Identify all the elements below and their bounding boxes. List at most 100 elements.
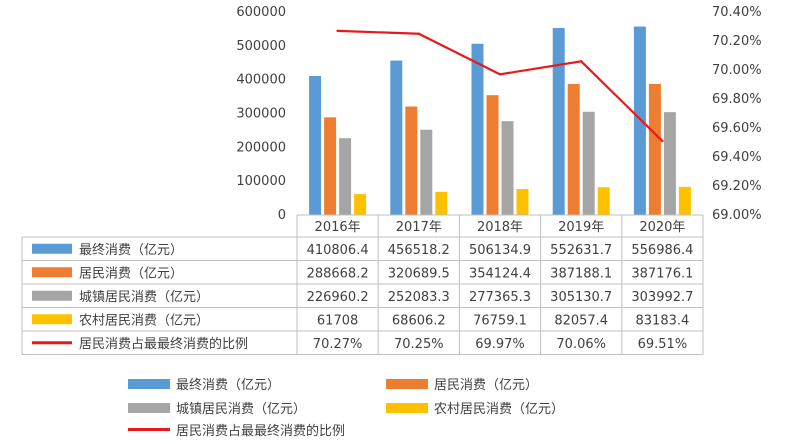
data-label: 410806.4 <box>307 243 369 258</box>
bar <box>405 106 418 215</box>
x-tick-label: 2020年 <box>639 220 685 235</box>
legend-swatch <box>386 378 428 389</box>
data-label: 303992.7 <box>631 290 693 305</box>
y-right-tick-label: 70.00% <box>712 63 762 78</box>
y-left-tick-label: 0 <box>278 208 286 223</box>
data-label: 387188.1 <box>550 266 612 281</box>
y-right-axis: 69.00% 69.20% 69.40% 69.60% 69.80% 70.00% 70.2… <box>712 5 762 223</box>
legend-label: 居民消费占最最终消费的比例 <box>176 424 346 439</box>
legend-label: 农村居民消费（亿元） <box>434 402 565 417</box>
data-label: 68606.2 <box>392 313 446 328</box>
y-right-tick-label: 69.80% <box>712 92 762 107</box>
y-left-tick-label: 600000 <box>236 5 286 20</box>
y-left-tick-label: 400000 <box>236 73 286 88</box>
data-label: 252083.3 <box>388 290 450 305</box>
line-point <box>580 60 583 63</box>
table-row-label: 最终消费（亿元） <box>79 242 183 258</box>
line-point <box>336 29 339 33</box>
data-label: 82057.4 <box>554 313 608 328</box>
y-right-tick-label: 70.20% <box>712 34 762 49</box>
data-label: 556986.4 <box>631 243 693 258</box>
data-label: 70.06% <box>556 337 606 352</box>
x-tick-label: 2019年 <box>558 220 604 235</box>
legend-label: 城镇居民消费（亿元） <box>176 402 307 417</box>
line-point <box>417 32 420 35</box>
data-label: 226960.2 <box>307 290 369 305</box>
legend-label: 居民消费（亿元） <box>434 378 539 393</box>
table-row-swatch <box>32 267 72 278</box>
data-label: 69.51% <box>638 337 688 352</box>
bar <box>486 95 499 215</box>
bar <box>582 111 595 215</box>
ratio-line <box>336 29 664 143</box>
bar <box>663 112 676 215</box>
bar <box>633 26 646 216</box>
legend-item-urban-consumption: 城镇居民消费（亿元） <box>128 398 306 417</box>
table-row-label: 农村居民消费（亿元） <box>79 313 209 328</box>
y-right-tick-label: 69.20% <box>712 179 762 194</box>
x-tick-label: 2017年 <box>396 220 442 235</box>
x-tick-label: 2018年 <box>477 220 523 235</box>
y-left-tick-label: 500000 <box>236 39 286 54</box>
chart-svg: 0 100000 200000 300000 400000 500000 600000 69… <box>21 5 762 355</box>
legend-item-rural-consumption: 农村居民消费（亿元） <box>386 398 564 417</box>
bar <box>678 186 691 215</box>
bar <box>567 84 580 215</box>
bar <box>324 117 337 215</box>
legend-label: 最终消费（亿元） <box>176 378 281 393</box>
legend-item-ratio-line: 居民消费占最最终消费的比例 <box>128 420 345 439</box>
table-row-swatch <box>32 341 72 345</box>
bar <box>309 76 322 215</box>
y-left-tick-label: 200000 <box>236 140 286 155</box>
legend-swatch <box>386 402 428 413</box>
data-label: 305130.7 <box>550 290 612 305</box>
data-label: 288668.2 <box>307 266 369 281</box>
legend: 最终消费（亿元） 居民消费（亿元） 城镇居民消费（亿元） 农村居民消费（亿元） … <box>128 370 688 440</box>
y-left-tick-label: 300000 <box>236 107 286 122</box>
bar <box>501 121 514 215</box>
x-tick-label: 2016年 <box>315 220 361 235</box>
y-right-tick-label: 69.00% <box>712 208 762 223</box>
bar <box>435 191 448 215</box>
line-point <box>661 139 664 143</box>
bar <box>354 194 367 215</box>
data-label: 69.97% <box>475 337 525 352</box>
bar <box>648 84 661 215</box>
data-label: 277365.3 <box>469 290 531 305</box>
data-label: 456518.2 <box>388 243 450 258</box>
line-point <box>498 73 502 76</box>
bar <box>390 60 403 215</box>
data-label: 70.25% <box>394 337 444 352</box>
y-left-axis: 0 100000 200000 300000 400000 500000 600000 <box>236 5 286 223</box>
y-right-tick-label: 70.40% <box>712 5 762 20</box>
legend-item-final-consumption: 最终消费（亿元） <box>128 374 280 393</box>
bars <box>309 26 691 216</box>
data-label: 320689.5 <box>388 266 450 281</box>
legend-item-resident-consumption: 居民消费（亿元） <box>386 374 538 393</box>
data-label: 76759.1 <box>473 313 527 328</box>
bar <box>552 28 565 215</box>
legend-swatch <box>128 402 170 413</box>
data-label: 83183.4 <box>636 313 690 328</box>
y-right-tick-label: 69.40% <box>712 150 762 165</box>
ratio-line-path <box>337 29 664 142</box>
bar <box>597 187 610 215</box>
data-label: 70.27% <box>313 337 363 352</box>
table-row-swatch <box>32 243 72 254</box>
y-right-tick-label: 69.60% <box>712 121 762 136</box>
y-left-tick-label: 100000 <box>236 174 286 189</box>
bar <box>471 43 484 215</box>
table-row-swatch <box>32 314 72 325</box>
data-label: 387176.1 <box>631 266 693 281</box>
bar <box>516 189 529 215</box>
data-label: 354124.4 <box>469 266 531 281</box>
data-label: 552631.7 <box>550 243 612 258</box>
bar <box>420 129 433 215</box>
data-label: 61708 <box>317 313 358 328</box>
bar <box>339 138 352 215</box>
table-row-label: 城镇居民消费（亿元） <box>79 290 209 305</box>
data-label: 506134.9 <box>469 243 531 258</box>
table-row-label: 居民消费占最最终消费的比例 <box>79 336 248 352</box>
legend-swatch <box>128 378 170 389</box>
